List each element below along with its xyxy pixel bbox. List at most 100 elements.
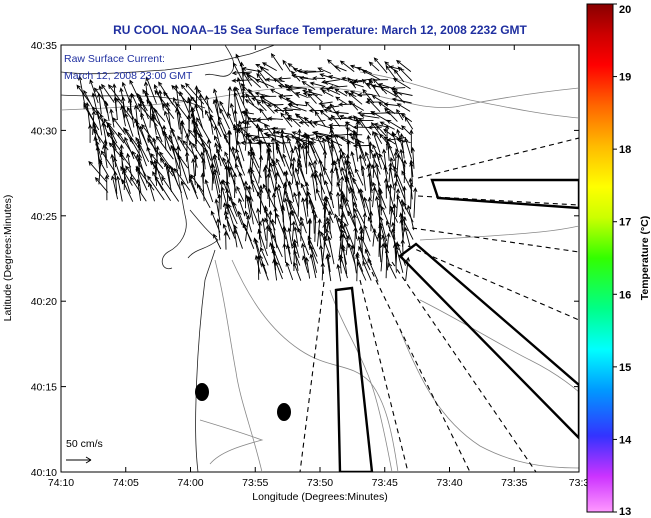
current-vector — [302, 255, 309, 273]
scale-arrow — [66, 456, 92, 464]
current-vector — [190, 95, 204, 113]
scale-label: 50 cm/s — [66, 438, 103, 450]
current-vector — [339, 254, 348, 279]
current-vector — [383, 128, 395, 138]
y-tick-label: 40:20 — [31, 296, 57, 308]
current-vector — [359, 113, 380, 119]
current-vector — [372, 78, 388, 95]
current-vector — [289, 199, 302, 225]
current-vector — [298, 75, 315, 81]
current-vector — [347, 115, 364, 120]
current-vector — [336, 263, 342, 282]
current-vector — [280, 112, 293, 128]
x-tick-label: 74:10 — [48, 477, 74, 489]
current-vector — [335, 96, 348, 105]
current-vector — [383, 102, 398, 107]
current-vector — [232, 123, 238, 145]
current-vector — [359, 228, 364, 256]
current-vector — [246, 196, 259, 224]
x-tick-label: 74:05 — [113, 477, 139, 489]
x-axis-label: Longitude (Degrees:Minutes) — [252, 491, 387, 503]
current-vector — [196, 183, 211, 209]
current-vector — [410, 146, 415, 169]
colorbar-tick-label: 20 — [619, 4, 631, 16]
current-vector — [140, 111, 150, 135]
current-vector — [274, 130, 293, 135]
current-vector — [275, 157, 285, 176]
current-vector — [289, 161, 299, 191]
surface-current-vectors — [76, 53, 418, 282]
current-vector — [247, 150, 262, 179]
current-vector — [345, 197, 356, 226]
current-vector — [244, 120, 250, 151]
current-vector — [261, 262, 269, 281]
current-vector — [228, 196, 238, 218]
current-vector — [259, 246, 269, 266]
current-vector — [217, 115, 227, 136]
current-vector — [321, 90, 334, 97]
current-vector — [217, 120, 228, 143]
current-vector — [233, 224, 243, 249]
current-vector — [120, 105, 126, 127]
current-vector — [320, 231, 331, 258]
current-vector — [376, 234, 382, 263]
current-vector — [323, 197, 329, 225]
current-vector — [367, 196, 372, 218]
current-vector — [319, 110, 331, 120]
current-vector — [293, 191, 300, 210]
current-vector — [307, 88, 323, 103]
current-vector — [302, 70, 324, 75]
current-vector — [393, 165, 406, 193]
current-vector — [245, 93, 255, 106]
current-vector — [297, 227, 310, 256]
current-vector — [287, 180, 295, 202]
current-vector — [372, 228, 377, 247]
current-vector — [232, 201, 243, 226]
current-vector — [219, 107, 231, 130]
current-vector — [155, 145, 160, 175]
current-vector — [212, 155, 221, 185]
current-vector — [261, 99, 275, 114]
current-vector — [162, 124, 167, 151]
y-axis-ticks: 40:35 40:30 40:25 40:20 40:15 40:10 — [31, 40, 579, 479]
bathymetry-contour-5 — [329, 289, 393, 472]
current-vector — [236, 185, 245, 202]
current-vector — [121, 179, 134, 202]
current-vector — [302, 141, 316, 170]
current-vector — [188, 178, 199, 200]
current-vector — [280, 128, 285, 154]
current-vector — [384, 107, 398, 122]
current-vector — [311, 208, 316, 234]
current-vector — [388, 165, 395, 191]
current-vector — [225, 188, 230, 215]
current-vector — [352, 131, 359, 162]
current-vector — [244, 210, 253, 233]
current-vector — [154, 175, 171, 202]
current-vector — [395, 245, 404, 273]
current-vector — [214, 198, 222, 226]
current-vector — [190, 113, 203, 138]
current-vector — [339, 175, 345, 202]
current-vector — [275, 186, 284, 217]
current-vector — [301, 81, 316, 90]
current-vector — [232, 62, 244, 83]
current-vector — [286, 243, 293, 265]
current-vector — [361, 70, 381, 80]
current-vector — [376, 125, 387, 137]
current-vector — [282, 106, 301, 111]
current-vector — [206, 138, 214, 168]
current-vector — [153, 159, 164, 186]
current-vector — [219, 179, 224, 210]
current-vector — [283, 171, 292, 191]
current-vector — [140, 99, 149, 120]
current-vector — [287, 84, 307, 90]
current-vector — [335, 191, 341, 217]
current-vector — [177, 154, 189, 184]
bathymetry-contour-4 — [231, 259, 399, 472]
current-vector — [377, 203, 382, 232]
current-vector — [325, 254, 332, 282]
current-vector — [378, 152, 389, 175]
current-vector — [204, 179, 214, 203]
current-vector — [294, 167, 301, 185]
current-vector — [291, 220, 296, 242]
